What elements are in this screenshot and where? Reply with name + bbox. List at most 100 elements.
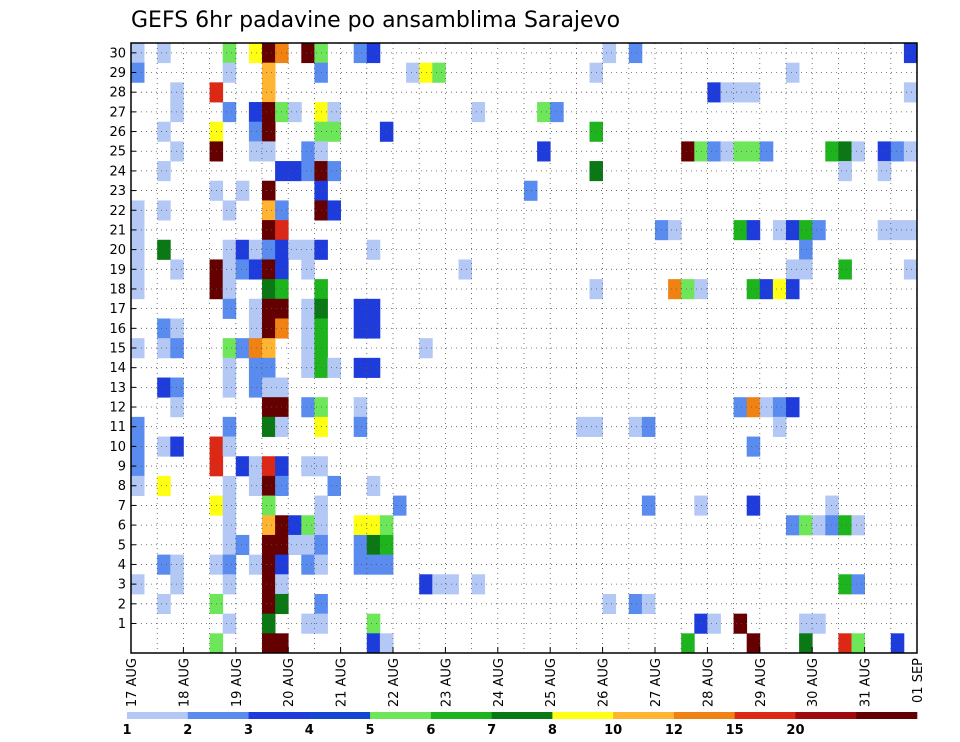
heatmap-cell	[812, 220, 826, 241]
heatmap-cell	[222, 259, 237, 280]
heatmap-cell	[628, 43, 643, 64]
legend-label: 8	[548, 723, 557, 738]
heatmap-cell	[838, 161, 852, 182]
heatmap-cell	[903, 259, 918, 280]
heatmap-cell	[262, 141, 276, 162]
heatmap-cell	[799, 220, 813, 241]
heatmap-cell	[301, 43, 315, 64]
heatmap-cell	[235, 534, 250, 556]
heatmap-cell	[222, 357, 237, 378]
heatmap-cell	[170, 574, 184, 595]
heatmap-cell	[157, 200, 171, 221]
y-tick-label: 2	[118, 597, 126, 612]
heatmap-cell	[157, 593, 171, 615]
legend-swatch	[795, 712, 857, 719]
heatmap-cell	[262, 318, 276, 339]
heatmap-cell	[746, 633, 761, 654]
heatmap-cell	[157, 239, 171, 260]
heatmap-cell	[838, 574, 852, 595]
heatmap-cell	[170, 554, 184, 575]
y-tick-label: 1	[118, 617, 126, 632]
heatmap-cell	[772, 397, 787, 418]
heatmap-cell	[366, 357, 381, 378]
heatmap-cell	[262, 416, 276, 437]
heatmap-cell	[262, 593, 276, 615]
legend-label: 5	[366, 723, 375, 738]
heatmap-cell	[786, 515, 800, 536]
heatmap-cell	[222, 200, 237, 221]
x-tick-label: 26 AUG	[597, 658, 612, 707]
legend-label: 6	[426, 723, 435, 738]
heatmap-cell	[471, 102, 486, 123]
heatmap-cell	[838, 515, 852, 536]
heatmap-cell	[681, 141, 695, 162]
heatmap-cell	[222, 436, 237, 457]
y-tick-label: 7	[118, 499, 126, 514]
x-tick-label: 18 AUG	[177, 658, 192, 707]
heatmap-cell	[628, 416, 643, 437]
heatmap-cell	[799, 239, 813, 260]
heatmap-cell	[406, 62, 420, 83]
heatmap-cell	[746, 220, 761, 241]
heatmap-cell	[838, 259, 852, 280]
legend-swatch	[552, 712, 614, 719]
heatmap-cell	[746, 141, 761, 162]
heatmap-cell	[262, 475, 276, 496]
y-tick-label: 28	[109, 86, 126, 101]
heatmap-cell	[720, 82, 734, 103]
y-tick-label: 21	[109, 223, 126, 238]
heatmap-cell	[131, 220, 145, 241]
heatmap-cell	[157, 318, 171, 339]
heatmap-cell	[262, 456, 276, 477]
heatmap-cell	[851, 574, 865, 595]
heatmap-cell	[812, 613, 826, 634]
heatmap-cell	[222, 279, 237, 300]
heatmap-cell	[170, 102, 184, 123]
heatmap-cell	[262, 43, 276, 64]
legend-label: 15	[726, 723, 744, 738]
heatmap-cell	[746, 279, 761, 300]
y-tick-label: 16	[109, 322, 126, 337]
grid-lines	[131, 43, 917, 653]
heatmap-cell	[720, 141, 734, 162]
y-tick-label: 30	[109, 46, 126, 61]
heatmap-cell	[812, 515, 826, 536]
heatmap-cell	[222, 515, 237, 536]
heatmap-cell	[222, 613, 237, 634]
heatmap-cell	[353, 43, 368, 64]
heatmap-cell	[248, 141, 263, 162]
legend-swatch	[613, 712, 675, 719]
x-tick-label: 01 SEP	[911, 658, 926, 703]
heatmap-cell	[262, 279, 276, 300]
heatmap-cell	[681, 279, 695, 300]
heatmap-cell	[170, 377, 184, 398]
heatmap-cell	[641, 495, 656, 516]
heatmap-cell	[327, 121, 341, 142]
heatmap-cell	[628, 593, 643, 615]
heatmap-cell	[131, 239, 145, 260]
heatmap-cell	[838, 141, 852, 162]
y-tick-label: 20	[109, 243, 126, 258]
heatmap-cell	[366, 613, 381, 634]
heatmap-cell	[301, 357, 315, 378]
heatmap-cell	[288, 534, 302, 556]
heatmap-cell	[353, 357, 368, 378]
heatmap-cell	[890, 220, 905, 241]
heatmap-cell	[262, 338, 276, 359]
heatmap-cell	[301, 397, 315, 418]
heatmap-cell	[301, 456, 315, 477]
heatmap-cell	[786, 259, 800, 280]
y-tick-label: 22	[109, 204, 126, 219]
heatmap-cell	[366, 633, 381, 654]
heatmap-cell	[301, 161, 315, 182]
heatmap-cell	[235, 259, 250, 280]
heatmap-cell	[353, 416, 368, 437]
heatmap-cell	[903, 141, 918, 162]
heatmap-cell	[602, 593, 617, 615]
heatmap-cell	[851, 633, 865, 654]
y-tick-label: 19	[109, 263, 126, 278]
heatmap-cell	[301, 338, 315, 359]
heatmap-cell	[524, 180, 538, 201]
heatmap-cell	[222, 239, 237, 260]
heatmap-cell	[746, 436, 761, 457]
